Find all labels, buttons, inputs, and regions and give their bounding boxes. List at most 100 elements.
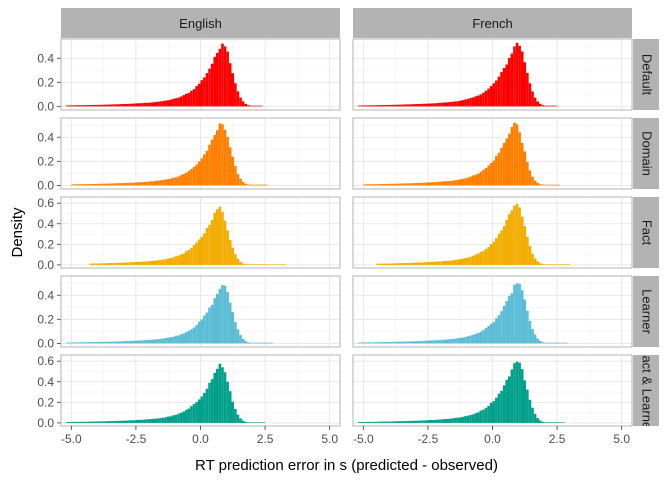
histogram-bar [420, 262, 423, 265]
histogram-bar [518, 283, 521, 344]
histogram-bar [546, 422, 550, 423]
histogram-bar [267, 264, 271, 265]
histogram-bar [389, 341, 392, 344]
histogram-bar [190, 247, 193, 265]
histogram-bar [539, 263, 542, 265]
histogram-bar [182, 411, 185, 423]
histogram-bar [492, 321, 496, 344]
histogram-bar [402, 341, 405, 344]
histogram-bar [567, 264, 570, 265]
histogram-bar [102, 104, 105, 107]
y-tick-label: 0.0 [37, 336, 54, 350]
histogram-bar [68, 342, 72, 344]
histogram-bar [89, 421, 92, 423]
histogram-bar [89, 342, 92, 344]
histogram-bar [234, 408, 237, 423]
histogram-bar [520, 51, 524, 107]
histogram-bar [259, 422, 263, 423]
histogram-bar [262, 264, 266, 265]
histogram-bar [110, 104, 113, 107]
histogram-bar [453, 101, 457, 107]
histogram-bar [446, 102, 449, 107]
histogram-bar [539, 420, 542, 423]
histogram-bar [133, 340, 136, 344]
histogram-bar [79, 105, 82, 107]
histogram-bar [208, 144, 211, 186]
histogram-bar [130, 182, 134, 186]
histogram-bar [154, 339, 157, 344]
histogram-bar [510, 369, 514, 423]
histogram-bar [479, 94, 483, 107]
histogram-bar [154, 260, 157, 265]
histogram-bar [187, 408, 191, 423]
x-tick-label: 0.0 [192, 432, 209, 446]
x-tick-label: -2.5 [126, 432, 147, 446]
histogram-bar [218, 206, 222, 265]
x-tick-label: 2.5 [257, 432, 274, 446]
histogram-bar [192, 89, 196, 107]
histogram-bar [515, 124, 519, 186]
histogram-bar [226, 51, 229, 107]
histogram-bar [477, 173, 480, 186]
histogram-bar [381, 421, 384, 423]
histogram-bar [546, 342, 550, 344]
histogram-bar [479, 410, 483, 423]
histogram-bar [451, 338, 454, 344]
histogram-bar [133, 103, 136, 107]
histogram-bar [252, 184, 255, 186]
histogram-bar [394, 421, 397, 423]
histogram-bar [531, 176, 534, 186]
histogram-bar [249, 264, 253, 265]
histogram-bar [278, 264, 281, 265]
histogram-bar [66, 421, 69, 423]
histogram-bar [234, 322, 237, 344]
histogram-bar [513, 284, 516, 344]
histogram-bar [218, 123, 222, 186]
histogram-bar [81, 184, 85, 186]
row-strip-label-group-domain: Domain [640, 131, 655, 176]
histogram-bar [270, 342, 273, 344]
histogram-bar [185, 251, 188, 265]
histogram-bar [510, 293, 514, 344]
histogram-bar [551, 105, 555, 107]
histogram-bar [440, 181, 444, 186]
histogram-bar [363, 184, 366, 186]
histogram-bar [386, 104, 390, 107]
histogram-bar [166, 179, 170, 186]
panel-domain-english-border [60, 117, 341, 190]
histogram-bar [368, 184, 372, 186]
histogram-bar [523, 226, 527, 265]
histogram-bar [386, 183, 390, 186]
histogram-bar [247, 105, 250, 107]
histogram-bar [464, 337, 467, 344]
histogram-bar [500, 230, 503, 265]
histogram-bar [433, 261, 436, 265]
histogram-bar [151, 339, 154, 344]
histogram-bar [389, 183, 392, 186]
histogram-bar [112, 183, 116, 186]
histogram-bar [179, 334, 183, 344]
histogram-bar [536, 418, 539, 423]
histogram-bar [539, 103, 542, 107]
histogram-bar [236, 174, 240, 186]
histogram-bar [497, 233, 501, 265]
histogram-bar [520, 369, 524, 423]
histogram-bar [161, 259, 165, 265]
histogram-bar [371, 184, 374, 186]
histogram-bar [409, 104, 413, 107]
histogram-bar [252, 105, 255, 107]
histogram-bar [216, 293, 219, 344]
panel-default-french-border [352, 38, 633, 111]
histogram-bar [368, 105, 372, 107]
histogram-bar [394, 183, 397, 186]
histogram-bar [510, 53, 514, 107]
histogram-bar [559, 264, 563, 265]
histogram-bar [528, 170, 532, 186]
histogram-bar [448, 339, 452, 344]
histogram-bar [156, 101, 160, 107]
histogram-bar [221, 124, 224, 186]
histogram-bar [135, 340, 139, 344]
histogram-bar [438, 340, 441, 344]
histogram-bar [143, 102, 147, 107]
